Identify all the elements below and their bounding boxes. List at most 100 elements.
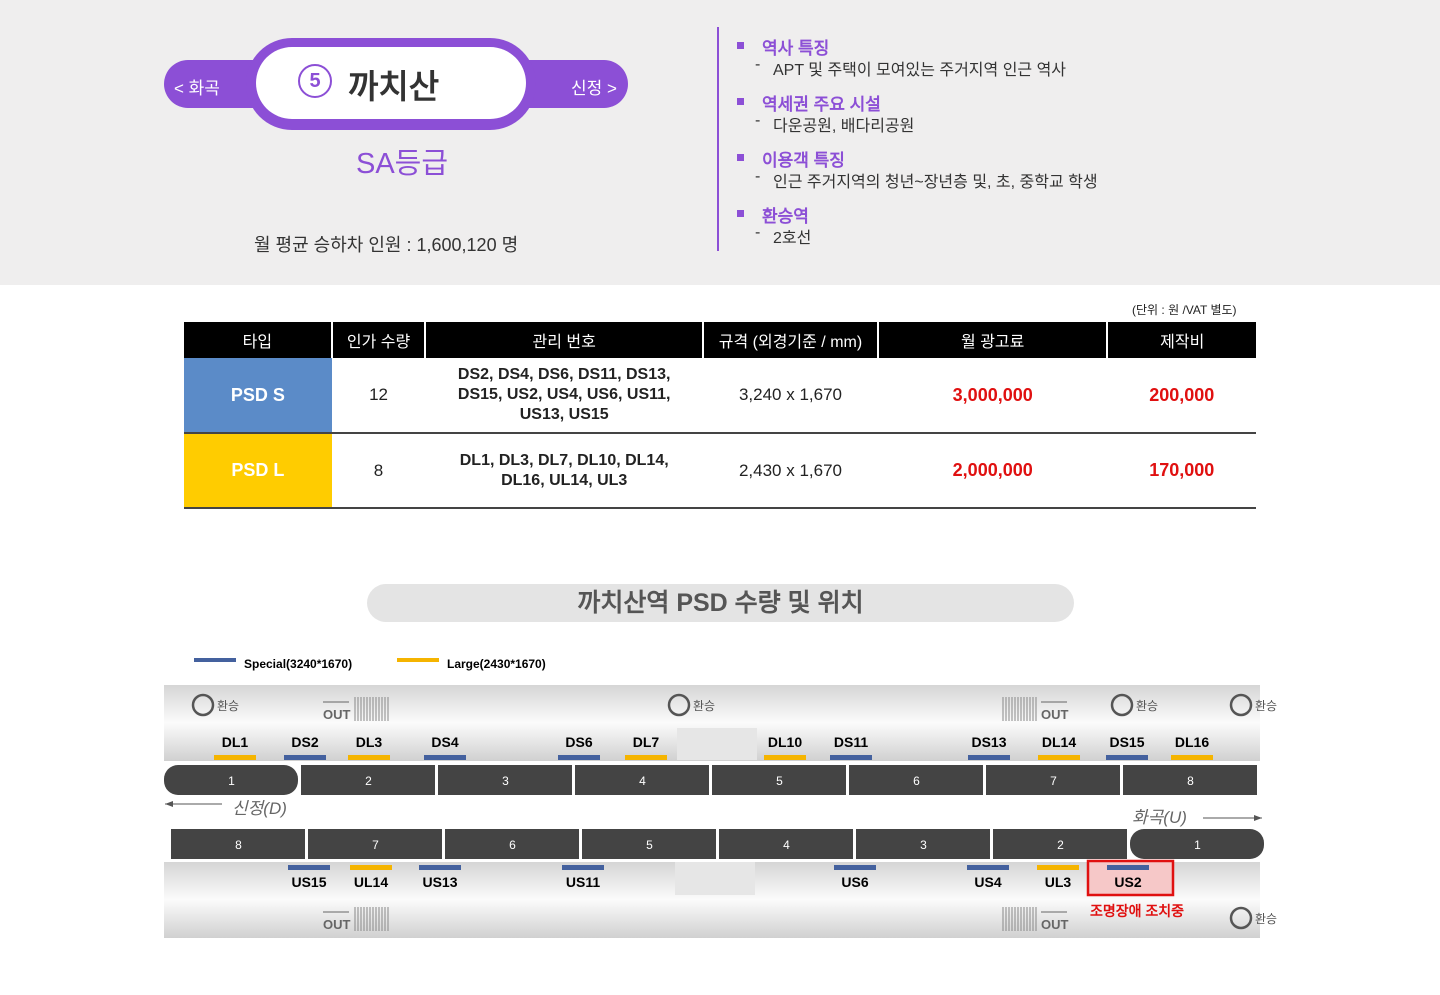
train-car — [164, 765, 298, 795]
psd-label: US13 — [422, 874, 457, 890]
feature-dash: - — [755, 224, 761, 241]
feature-dash: - — [755, 168, 761, 185]
transfer-label: 환승 — [217, 699, 239, 713]
table-body: PSD S 12 DS2, DS4, DS6, DS11, DS13, DS15, … — [184, 358, 1256, 509]
psd-label: DS15 — [1109, 734, 1144, 750]
train-car — [445, 829, 579, 859]
transfer-icon — [1229, 693, 1253, 717]
transfer-label: 환승 — [1136, 699, 1158, 713]
psd-marker — [1171, 755, 1213, 760]
table-cell: 3,240 x 1,670 — [702, 358, 878, 434]
table-cell: 8 — [331, 433, 426, 509]
car-number: 6 — [509, 838, 516, 852]
train-car — [1123, 765, 1257, 795]
header-cell: 인가 수량 — [330, 322, 426, 358]
train-car — [301, 765, 435, 795]
station-grade: SA등급 — [356, 148, 449, 180]
psd-label: DS2 — [291, 734, 318, 750]
train-car — [986, 765, 1120, 795]
psd-marker — [562, 865, 604, 870]
price-table: 타입 인가 수량 관리 번호 규격 (외경기준 / mm) 월 광고료 제작비 PSD S… — [184, 322, 1256, 509]
exit-label: OUT — [1041, 917, 1069, 932]
feature-title: 환승역 — [762, 207, 809, 226]
platform-diagram: Special(3240*1670) Large(2430*1670)환승 환승 환승… — [164, 657, 1277, 938]
direction-label: 신정(D) — [232, 799, 287, 818]
feature-detail: 다운공원, 배다리공원 — [773, 118, 915, 135]
psd-label: US6 — [841, 874, 868, 890]
transfer-icon — [667, 693, 691, 717]
feature-bullet — [737, 210, 744, 217]
car-number: 6 — [913, 774, 920, 788]
header-cell: 제작비 — [1106, 322, 1256, 358]
car-number: 1 — [1194, 838, 1201, 852]
psd-marker — [834, 865, 876, 870]
table-cell: 2,430 x 1,670 — [702, 433, 878, 509]
car-number: 1 — [228, 774, 235, 788]
psd-marker — [1106, 755, 1148, 760]
psd-marker — [764, 755, 806, 760]
car-number: 8 — [1187, 774, 1194, 788]
unit-note: (단위 : 원 /VAT 별도) — [1132, 303, 1237, 317]
transfer-icon — [1229, 906, 1253, 930]
train-car — [719, 829, 853, 859]
car-number: 3 — [920, 838, 927, 852]
psd-marker — [424, 755, 466, 760]
psd-label: DS4 — [431, 734, 458, 750]
car-number: 7 — [1050, 774, 1057, 788]
train-car — [438, 765, 572, 795]
highlight-box — [1086, 859, 1175, 897]
blank-block — [677, 728, 757, 760]
exit-label: OUT — [323, 917, 351, 932]
header-cell: 규격 (외경기준 / mm) — [701, 322, 878, 358]
train-car — [712, 765, 846, 795]
train-car — [171, 829, 305, 859]
ridership: 월 평균 승하차 인원 : 1,600,120 명 — [254, 231, 518, 257]
psd-label: DL7 — [633, 734, 660, 750]
psd-marker — [558, 755, 600, 760]
station-name: 까치산 — [348, 68, 440, 105]
psd-label: DS11 — [834, 734, 868, 750]
exit-label: OUT — [323, 707, 351, 722]
train-car — [582, 829, 716, 859]
psd-label: DL16 — [1175, 734, 1209, 750]
psd-marker — [1037, 865, 1079, 870]
feature-title: 이용객 특징 — [762, 151, 845, 170]
psd-marker — [1038, 755, 1080, 760]
psd-label: US4 — [974, 874, 1001, 890]
psd-label: US11 — [566, 874, 600, 890]
status-note: 조명장애 조치중 — [1090, 903, 1184, 919]
train-car — [308, 829, 442, 859]
table-cell: 12 — [331, 358, 426, 434]
next-station: 신정 > — [571, 79, 617, 98]
direction-arrowhead — [1254, 815, 1262, 821]
table-row: PSD S 12 DS2, DS4, DS6, DS11, DS13, DS15, … — [184, 358, 1256, 434]
train-car — [1130, 829, 1264, 859]
car-number: 5 — [776, 774, 783, 788]
direction-arrowhead — [165, 801, 173, 807]
psd-label: DS6 — [565, 734, 592, 750]
psd-label: DL10 — [768, 734, 802, 750]
psd-marker — [214, 755, 256, 760]
car-number: 4 — [639, 774, 646, 788]
car-number: 4 — [783, 838, 790, 852]
transfer-icon — [191, 693, 215, 717]
psd-label: US2 — [1114, 874, 1141, 890]
legend-label: Large(2430*1670) — [447, 657, 546, 671]
train-car — [993, 829, 1127, 859]
psd-marker — [419, 865, 461, 870]
car-number: 2 — [1057, 838, 1064, 852]
table-cell: DL1, DL3, DL7, DL10, DL14, DL16, UL14, U… — [425, 433, 703, 509]
exit-label: OUT — [1041, 707, 1069, 722]
psd-label: UL14 — [354, 874, 388, 890]
divider — [717, 27, 719, 251]
car-number: 7 — [372, 838, 379, 852]
table-cell: DS2, DS4, DS6, DS11, DS13, DS15, US2, US… — [425, 358, 703, 434]
psd-marker — [830, 755, 872, 760]
psd-marker — [967, 865, 1009, 870]
ridership-label: 월 평균 승하차 인원 : — [254, 235, 412, 255]
car-number: 2 — [365, 774, 372, 788]
train-car — [575, 765, 709, 795]
transfer-label: 환승 — [1255, 912, 1277, 926]
legend-label: Special(3240*1670) — [244, 657, 352, 671]
